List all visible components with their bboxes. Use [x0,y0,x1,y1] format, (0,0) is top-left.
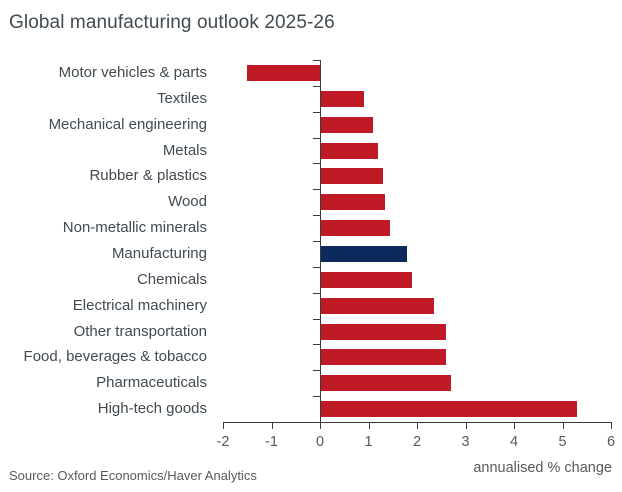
x-tick-label: 6 [606,434,616,450]
zero-axis-line [320,60,321,422]
x-tick-label: 0 [315,434,325,450]
category-label: Other transportation [73,322,207,340]
y-axis-tick [313,370,320,372]
category-label: Non-metallic minerals [62,219,207,237]
x-axis-tick [223,423,224,429]
y-axis-tick [313,266,320,268]
category-label: Textiles [156,89,207,107]
x-tick-label: -2 [216,434,230,450]
bar [320,220,391,237]
x-tick-label: 3 [461,434,470,450]
x-tick-label: 5 [558,434,567,450]
bar [320,90,364,107]
category-label: Electrical machinery [72,296,207,314]
y-axis-tick [313,241,320,242]
x-tick-label: -1 [265,434,278,450]
bar [320,297,434,314]
bar [320,194,386,211]
y-axis-tick [313,318,320,320]
category-label: Rubber & plastics [89,167,207,185]
y-axis-tick [313,396,320,398]
x-axis-tick [417,423,418,429]
bar [320,142,379,159]
bar [320,375,451,392]
x-axis-tick [465,423,467,429]
category-label: Food, beverages & tobacco [23,348,207,366]
bar-negative [247,64,320,81]
bar [320,245,408,262]
bar [320,271,413,288]
bar [320,349,447,366]
category-label: Wood [168,193,207,211]
category-label: Manufacturing [111,245,207,262]
x-axis-unit-label: annualised % change [473,460,612,476]
category-label: Mechanical engineering [48,115,207,133]
x-axis-tick [271,423,273,429]
y-axis-tick [313,60,320,61]
y-axis-tick [313,137,320,139]
source-note: Source: Oxford Economics/Haver Analytics [9,468,257,483]
y-axis-tick [313,189,320,191]
bar [320,168,384,185]
category-label: Chemicals [136,270,207,288]
x-tick-label: 1 [364,434,373,450]
y-axis-tick [313,163,320,165]
chart-title: Global manufacturing outlook 2025-26 [9,12,335,33]
bar [320,116,374,133]
bar [320,401,578,418]
y-axis-tick [313,85,320,87]
category-label: Motor vehicles & parts [58,64,207,81]
x-axis-line [223,422,612,423]
category-label: Metals [162,141,207,159]
x-axis-tick [562,423,564,429]
x-tick-label: 4 [509,434,519,450]
x-axis-tick [368,423,370,429]
x-tick-label: 2 [412,434,422,450]
y-axis-tick [313,292,320,294]
y-axis-tick [313,215,320,217]
x-axis-tick [320,423,321,429]
y-axis-tick [313,111,320,113]
category-label: High-tech goods [97,400,207,418]
x-axis-tick [514,423,515,429]
y-axis-tick [313,344,320,346]
category-label: Pharmaceuticals [96,374,207,392]
x-axis-tick [611,423,612,429]
bar [320,323,447,340]
